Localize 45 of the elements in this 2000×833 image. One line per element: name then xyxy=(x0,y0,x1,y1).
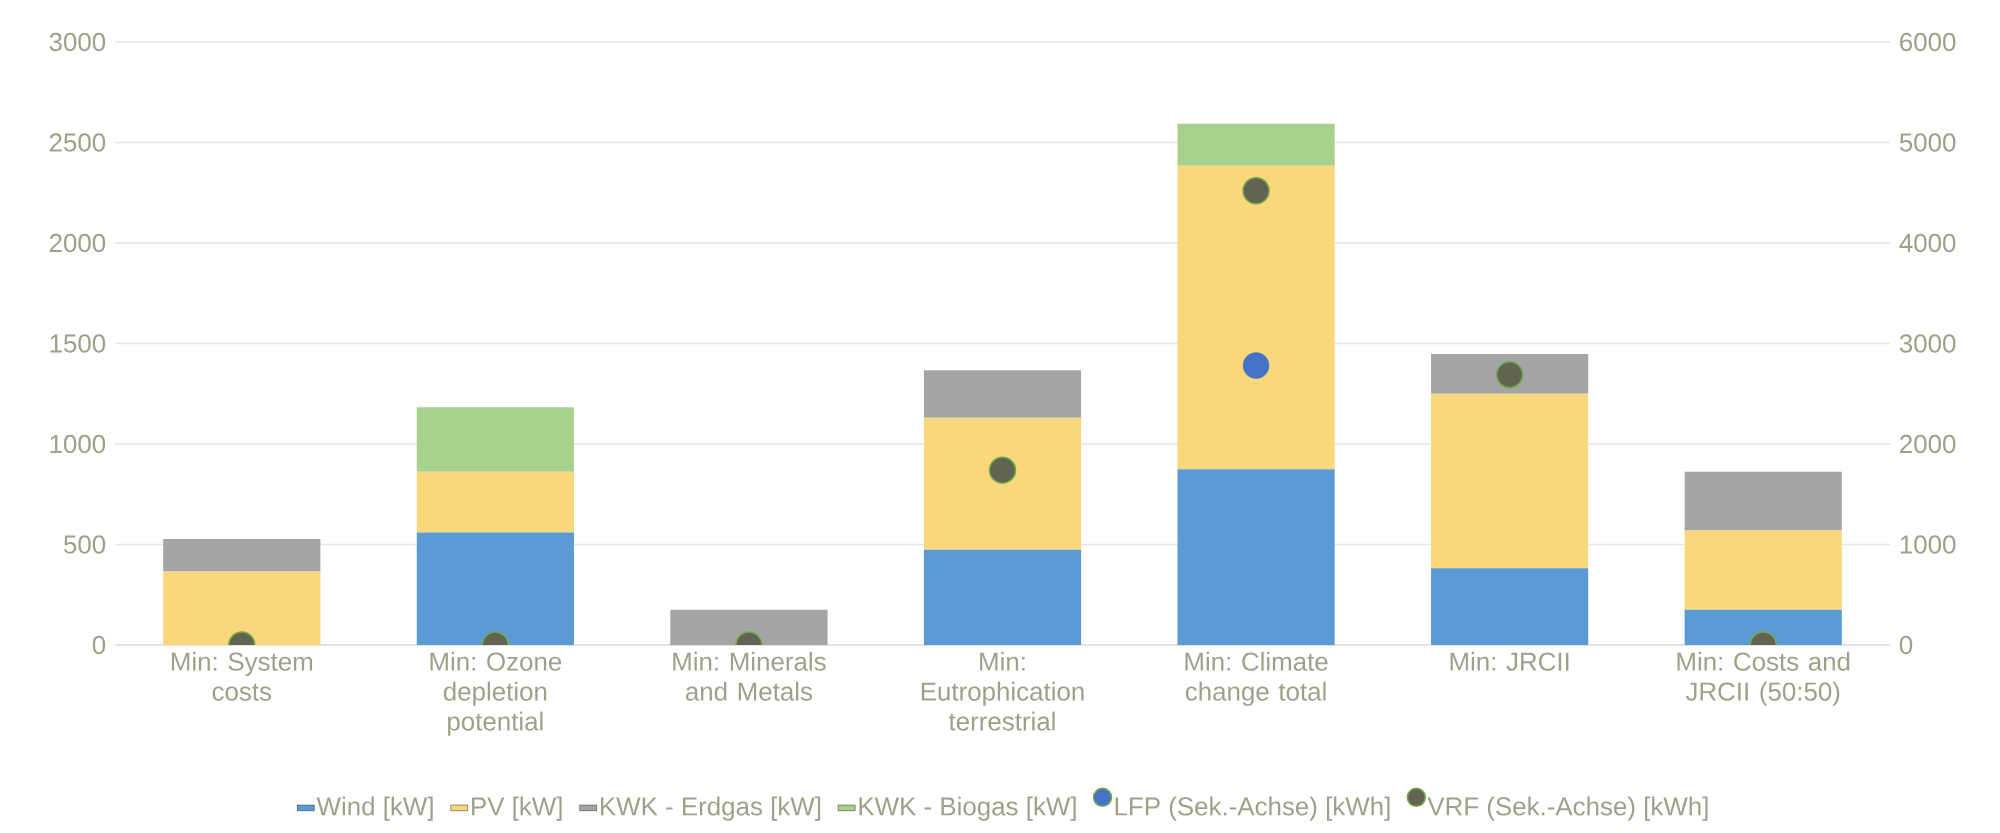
y2-tick-label: 2000 xyxy=(1900,434,1956,454)
legend-label: KWK - Biogas [kW] xyxy=(859,796,1076,821)
y2-tick-label: 5000 xyxy=(1899,133,1956,152)
bar xyxy=(416,532,574,645)
bar xyxy=(1684,609,1842,645)
bar xyxy=(923,549,1082,645)
y-tick-label: 1500 xyxy=(50,334,106,353)
y-tick-label: 2000 xyxy=(49,233,106,253)
y-tick-label: 3000 xyxy=(49,32,106,52)
bar xyxy=(163,539,321,572)
bar xyxy=(670,609,828,645)
legend-label: Wind [kW] xyxy=(316,796,433,821)
x-tick-label: Min: Climate change total xyxy=(1185,651,1328,706)
legend-label: VRF (Sek.-Achse) [kWh] xyxy=(1427,796,1708,821)
bar xyxy=(163,571,321,645)
bar xyxy=(1177,123,1335,166)
x-tick-label: Min: Minerals and Metals xyxy=(673,651,826,701)
x-tick-label: Min: Ozone depletion potential xyxy=(430,651,562,736)
bar xyxy=(923,417,1082,550)
bar xyxy=(416,471,574,533)
bar xyxy=(1177,165,1335,470)
legend-label: KWK - Erdgas [kW] xyxy=(600,796,821,821)
y2-tick-label: 6000 xyxy=(1900,32,1956,52)
y2-tick-label: 4000 xyxy=(1899,233,1956,253)
y-tick-label: 1000 xyxy=(50,434,106,454)
bar xyxy=(416,407,574,472)
bar xyxy=(1684,530,1842,610)
legend-label: PV [kW] xyxy=(472,796,562,821)
y-tick-label: 0 xyxy=(92,635,106,655)
bar xyxy=(1431,353,1589,394)
x-tick-label: Min: System costs xyxy=(171,651,313,701)
bar xyxy=(1431,568,1589,645)
bar xyxy=(1431,393,1589,569)
y-tick-label: 500 xyxy=(63,535,106,554)
y2-tick-label: 0 xyxy=(1899,635,1913,655)
bar xyxy=(1684,471,1842,531)
y2-tick-label: 1000 xyxy=(1900,535,1956,554)
y-tick-label: 2500 xyxy=(49,133,106,152)
x-tick-label: Min: Eutrophication terrestrial xyxy=(921,651,1084,731)
bar xyxy=(923,370,1082,418)
bar xyxy=(1177,469,1335,645)
x-tick-label: Min: Costs and JRCII (50:50) xyxy=(1677,651,1850,706)
x-tick-label: Min: JRCII xyxy=(1450,651,1569,671)
legend-label: LFP (Sek.-Achse) [kWh] xyxy=(1115,796,1390,821)
y2-tick-label: 3000 xyxy=(1899,334,1956,353)
